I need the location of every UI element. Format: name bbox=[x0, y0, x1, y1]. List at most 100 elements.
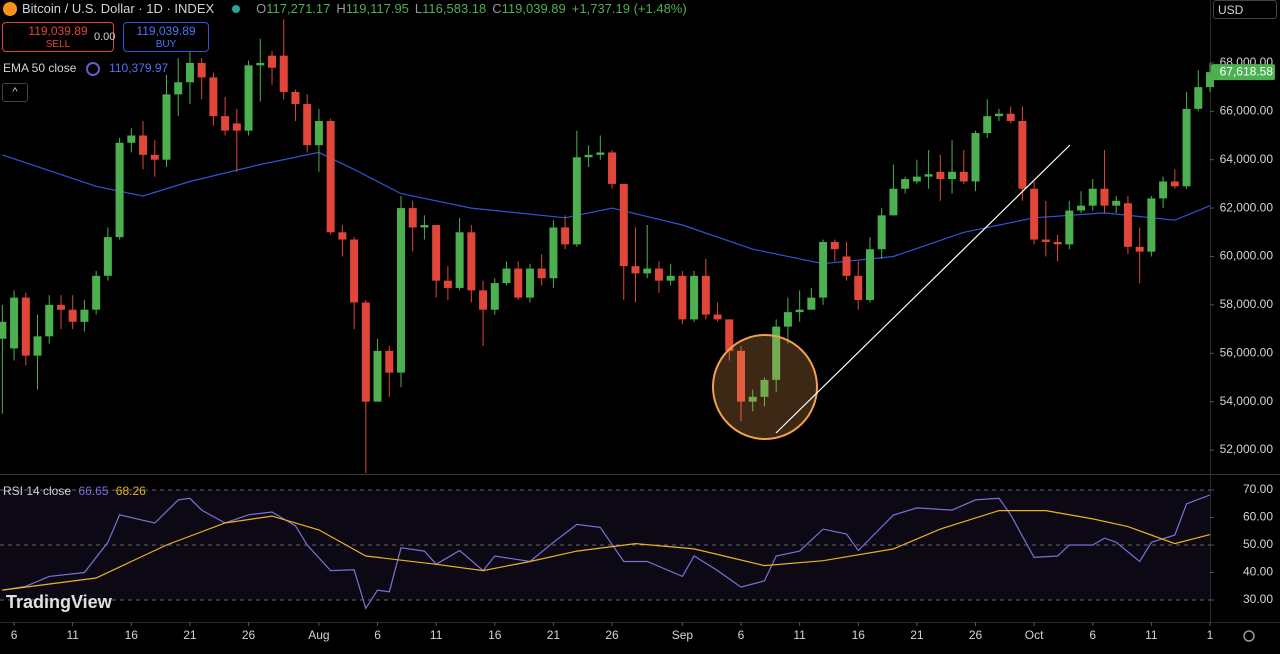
x-tick-label: 16 bbox=[488, 628, 502, 642]
candle-body bbox=[725, 319, 734, 351]
candle-body bbox=[994, 113, 1003, 117]
candle-body bbox=[162, 94, 171, 160]
candle-body bbox=[432, 225, 441, 281]
candle-body bbox=[443, 280, 452, 288]
candle-body bbox=[1030, 188, 1039, 240]
candle-body bbox=[948, 171, 957, 180]
candle-body bbox=[1041, 239, 1050, 242]
header-row: Bitcoin / U.S. Dollar · 1D · INDEX O 117,… bbox=[3, 1, 687, 16]
sell-label: SELL bbox=[45, 39, 71, 50]
currency-select[interactable]: USD bbox=[1213, 0, 1277, 19]
x-tick-label: 6 bbox=[11, 628, 18, 642]
candle-body bbox=[209, 77, 218, 117]
candle-body bbox=[221, 116, 230, 131]
high-value: 119,117.95 bbox=[345, 1, 409, 16]
candle-body bbox=[408, 208, 417, 228]
candle-body bbox=[350, 239, 359, 303]
candle-body bbox=[525, 268, 534, 298]
buy-button[interactable]: 119,039.89 BUY bbox=[123, 22, 209, 52]
circle-annotation bbox=[712, 334, 818, 440]
candle-body bbox=[713, 314, 722, 320]
open-label: O bbox=[256, 1, 267, 16]
candle-body bbox=[690, 275, 699, 320]
collapse-button[interactable]: ^ bbox=[2, 83, 28, 102]
candle-body bbox=[385, 350, 394, 373]
candle-body bbox=[1100, 188, 1109, 206]
bitcoin-icon bbox=[3, 1, 17, 16]
candle-body bbox=[654, 268, 663, 281]
candle-body bbox=[772, 326, 781, 380]
candle-body bbox=[396, 208, 405, 373]
x-tick-label: 16 bbox=[125, 628, 139, 642]
market-status bbox=[232, 4, 241, 13]
y-tick-label: 66,000.00 bbox=[1220, 103, 1274, 117]
x-tick-label: 21 bbox=[910, 628, 924, 642]
candle-body bbox=[795, 309, 804, 313]
y-tick-label: 60,000.00 bbox=[1220, 249, 1274, 263]
sell-button[interactable]: 119,039.89 SELL bbox=[2, 22, 114, 52]
rsi-title: RSI 14 close bbox=[3, 484, 72, 498]
candle-body bbox=[174, 82, 183, 95]
trend-line bbox=[775, 144, 1071, 434]
candle-body bbox=[537, 268, 546, 279]
candle-body bbox=[514, 268, 523, 298]
x-tick-label: 6 bbox=[1089, 628, 1096, 642]
candle-body bbox=[291, 91, 300, 105]
y-tick-label: 64,000.00 bbox=[1220, 152, 1274, 166]
spread: 0.00 bbox=[94, 31, 116, 43]
candle-body bbox=[502, 268, 511, 284]
y-tick-label: 50.00 bbox=[1243, 537, 1273, 551]
x-tick-label: 1 bbox=[1207, 628, 1214, 642]
rsi-legend: RSI 14 close 66.65 68.26 bbox=[3, 484, 146, 498]
rsi-ma-value: 68.26 bbox=[115, 484, 146, 498]
high-label: H bbox=[336, 1, 346, 16]
settings-icon[interactable] bbox=[1243, 630, 1255, 642]
y-tick-label: 56,000.00 bbox=[1220, 345, 1274, 359]
candle-body bbox=[561, 227, 570, 245]
x-tick-label: 21 bbox=[183, 628, 197, 642]
buy-label: BUY bbox=[155, 39, 177, 50]
x-tick-label: 11 bbox=[1145, 628, 1158, 642]
candle-body bbox=[92, 275, 101, 310]
x-tick-label: Sep bbox=[672, 628, 694, 642]
candle-body bbox=[1123, 203, 1132, 247]
candle-body bbox=[420, 225, 429, 228]
candle-body bbox=[21, 297, 30, 356]
candle-body bbox=[666, 275, 675, 281]
low-value: 116,583.18 bbox=[422, 1, 487, 16]
candle-body bbox=[1088, 188, 1097, 206]
candle-body bbox=[33, 336, 42, 356]
plot-layer: 52,000.00 54,000.00 56,000.00 58,000.00 60,0… bbox=[0, 19, 1275, 642]
candle-body bbox=[1018, 120, 1027, 189]
candle-body bbox=[1077, 205, 1086, 211]
candle-body bbox=[1147, 198, 1156, 252]
candle-body bbox=[490, 283, 499, 310]
candle-body bbox=[256, 62, 265, 66]
candle-body bbox=[479, 290, 488, 310]
y-tick-label: 30.00 bbox=[1243, 592, 1273, 606]
candle-body bbox=[80, 309, 89, 322]
candle-body bbox=[303, 104, 312, 146]
candle-body bbox=[701, 275, 710, 315]
candle-body bbox=[115, 142, 124, 238]
y-tick-label: 54,000.00 bbox=[1220, 394, 1274, 408]
candle-body bbox=[338, 232, 347, 240]
x-tick-label: 6 bbox=[374, 628, 381, 642]
candle-body bbox=[1194, 87, 1203, 109]
candle-body bbox=[1159, 181, 1168, 199]
candle-body bbox=[1206, 72, 1214, 88]
x-tick-label: 26 bbox=[969, 628, 983, 642]
candle-body bbox=[45, 304, 54, 337]
candle-body bbox=[631, 266, 640, 274]
candle-body bbox=[596, 152, 605, 155]
candle-body bbox=[279, 55, 288, 92]
candle-body bbox=[467, 232, 476, 291]
candle-body bbox=[889, 188, 898, 216]
close-label: C bbox=[492, 1, 502, 16]
last-price-tag bbox=[1211, 64, 1275, 81]
x-tick-label: 6 bbox=[738, 628, 745, 642]
candle-body bbox=[361, 302, 370, 402]
